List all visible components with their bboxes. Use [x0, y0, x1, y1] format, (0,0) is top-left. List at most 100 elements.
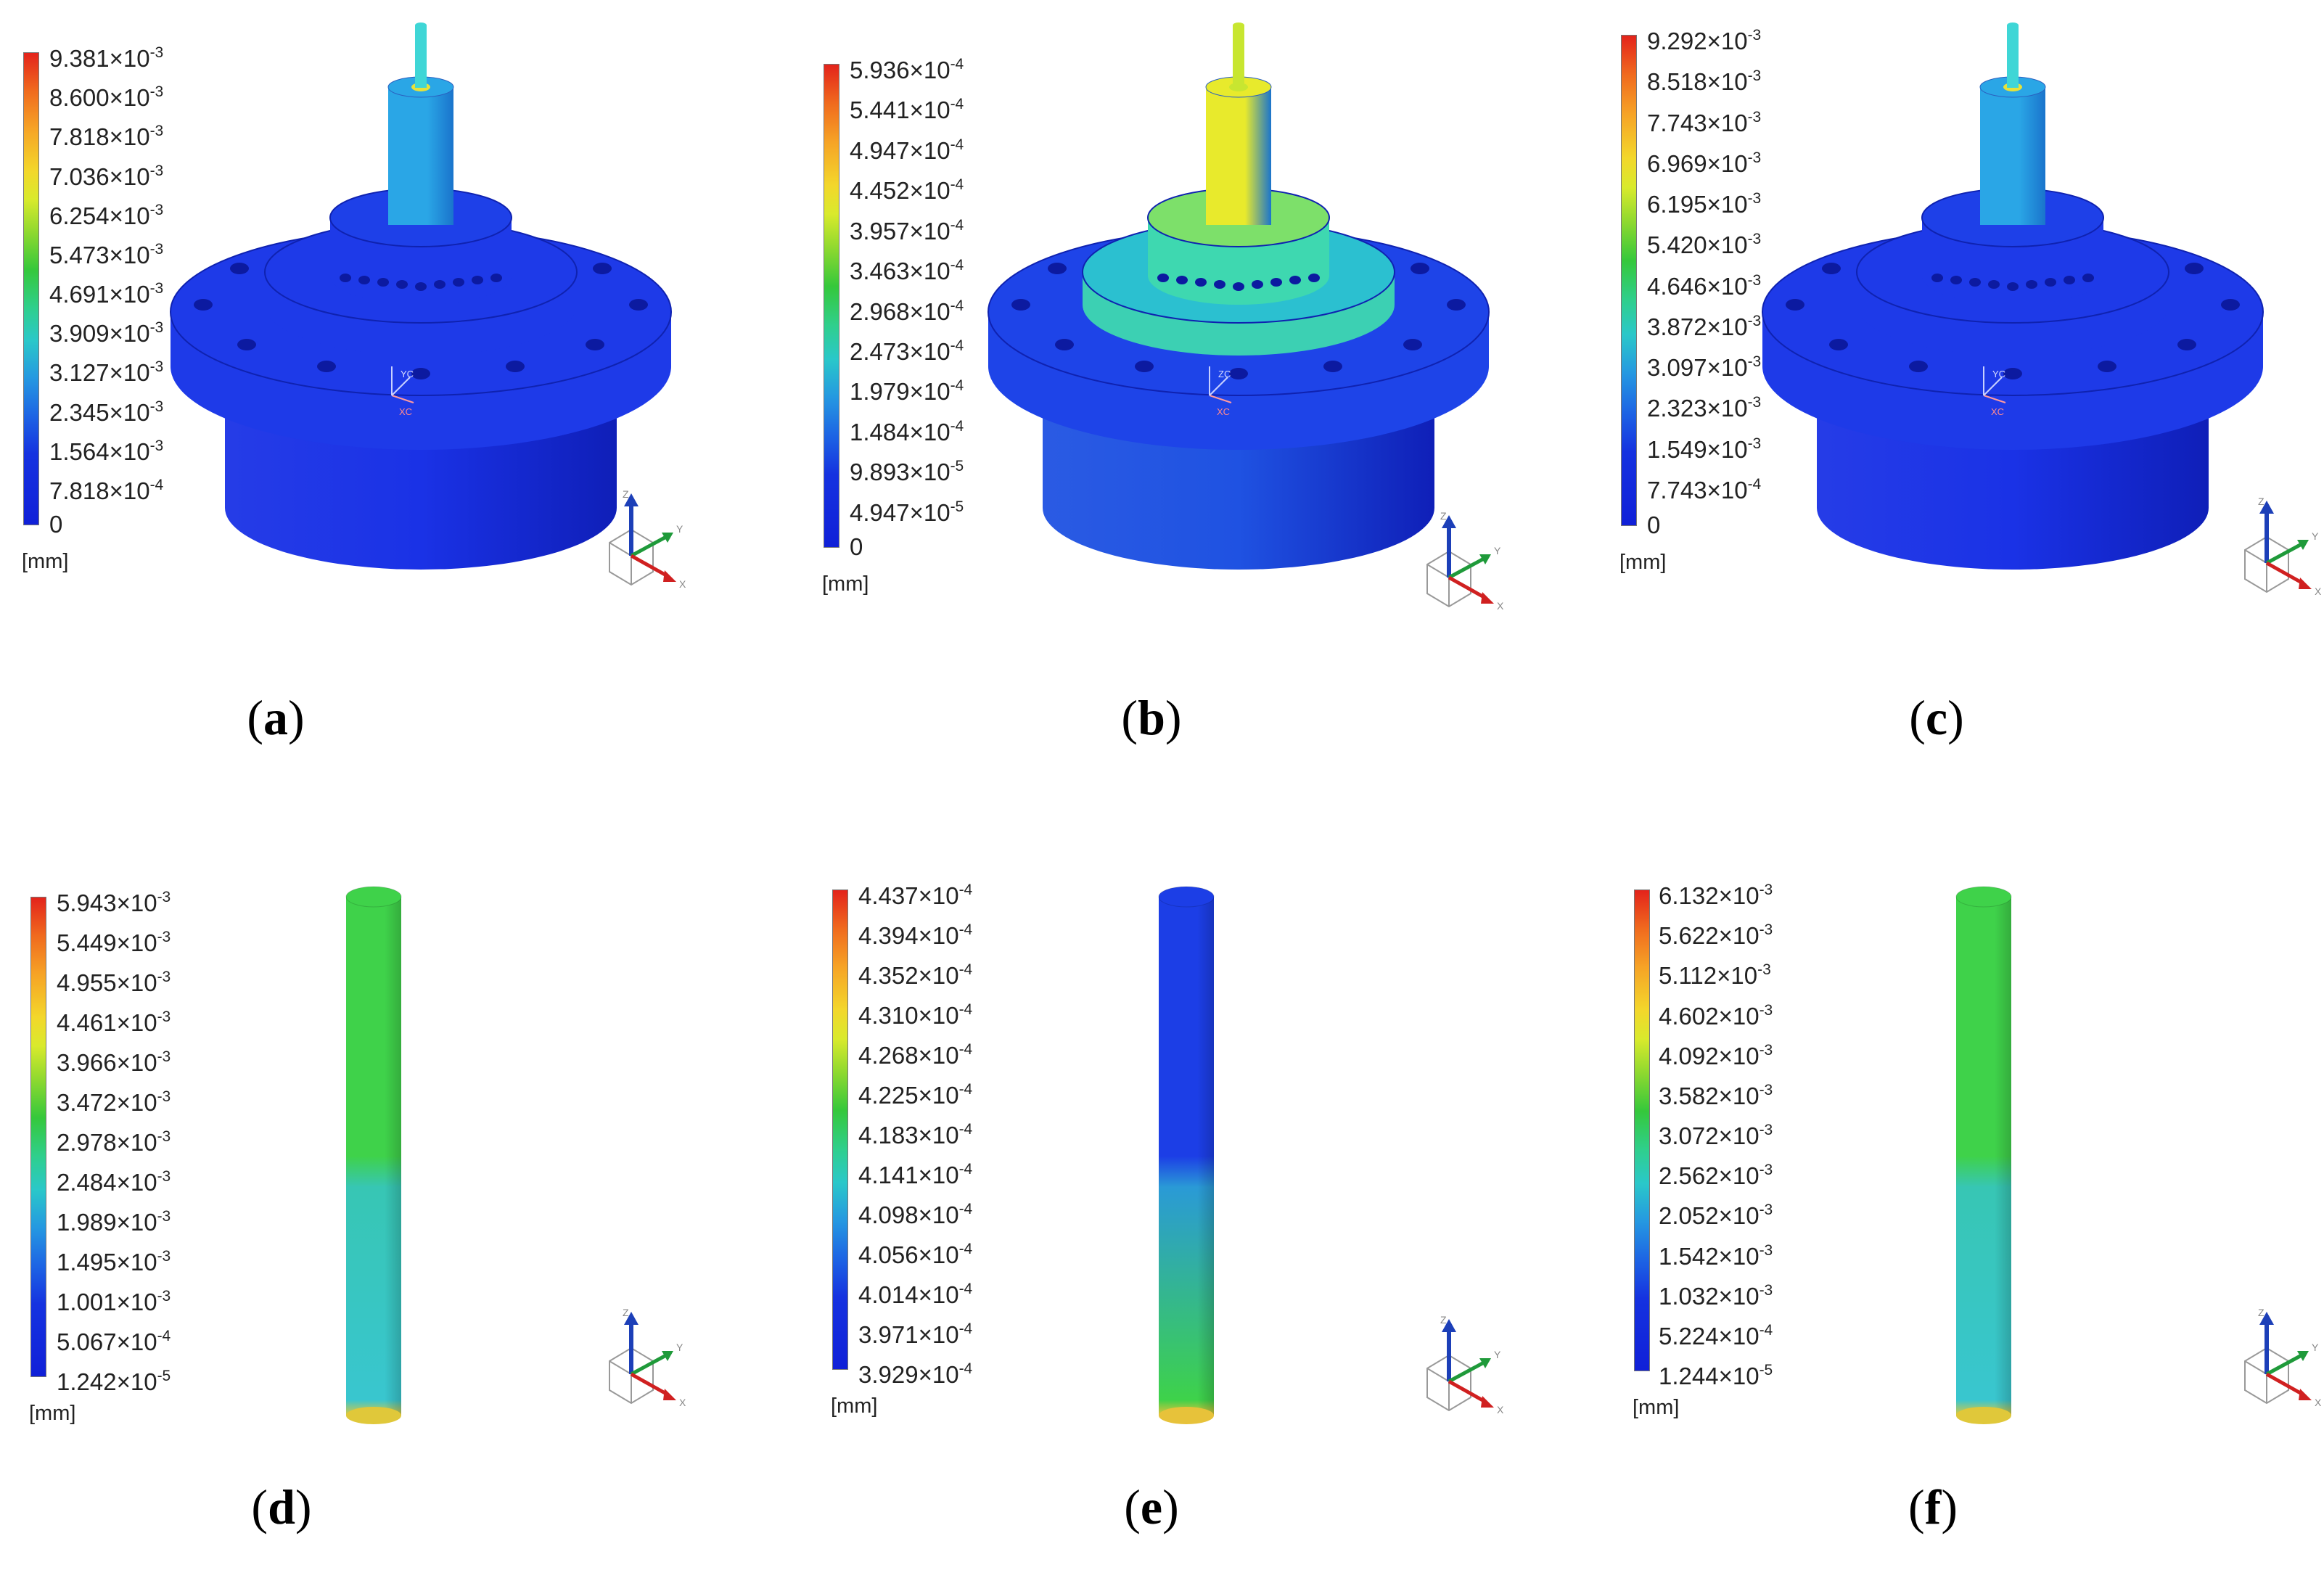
- triad-axis-label: Y: [1494, 1349, 1501, 1360]
- scale-tick-label: 5.449×10-3: [57, 929, 171, 956]
- scale-tick-label: 2.968×10-4: [850, 297, 964, 325]
- shaft: [1980, 87, 2045, 225]
- scale-tick-label: 4.183×10-4: [858, 1121, 973, 1149]
- scale-tick-label: 7.036×10-3: [49, 162, 164, 190]
- triad-axis-label: Z: [623, 488, 629, 500]
- scale-tick-label: 3.097×10-3: [1647, 353, 1762, 381]
- color-scale-bar: [832, 890, 848, 1370]
- shaft: [388, 87, 453, 225]
- triad-label: XC: [399, 406, 412, 417]
- scale-tick-label: 4.141×10-4: [858, 1161, 973, 1188]
- scale-tick-label: 1.484×10-4: [850, 417, 964, 445]
- color-scale-bar: [1634, 890, 1650, 1371]
- triad-axis-label: X: [2315, 586, 2322, 597]
- scale-tick-label: 4.955×10-3: [57, 969, 171, 996]
- scale-tick-label: 5.441×10-4: [850, 96, 964, 124]
- scale-tick-label: 6.254×10-3: [49, 201, 164, 229]
- model-render: YC XC Z Y X: [170, 22, 686, 590]
- bolt-hole: [1229, 368, 1248, 379]
- scale-tick-label: 4.691×10-3: [49, 280, 164, 308]
- scale-tick-label: 1.979×10-4: [850, 377, 964, 406]
- scale-tick-label: 9.381×10-3: [49, 44, 164, 72]
- scale-tick-label: 3.957×10-4: [850, 216, 964, 245]
- scale-tick-label: 3.909×10-3: [49, 319, 164, 348]
- pin: [2007, 25, 2019, 88]
- unit-label: [mm]: [22, 550, 69, 573]
- model-render: Z Y X: [1955, 886, 2322, 1424]
- triad-label: XC: [1991, 406, 2004, 417]
- panel-a: YC XC Z Y X 9.381×10-3 8.600×10-3 7.818×10-3 7.0…: [0, 0, 774, 797]
- scale-tick-label: 3.463×10-4: [850, 257, 964, 285]
- scale-tick-label: 1.542×10-3: [1659, 1241, 1773, 1270]
- scale-tick-label: 3.127×10-3: [49, 358, 164, 387]
- center-triad-icon: YC XC: [391, 366, 414, 417]
- bolt-hole: [317, 361, 336, 372]
- triad-axis-label: Y: [2312, 530, 2319, 542]
- axis-triad-icon: Z Y X: [2244, 1307, 2322, 1408]
- bolt-hole: [194, 299, 213, 311]
- axis-triad-icon: Z Y X: [1426, 510, 1504, 612]
- bolt-hole: [1786, 299, 1804, 311]
- unit-label: [mm]: [822, 572, 869, 596]
- scale-tick-label: 8.600×10-3: [49, 83, 164, 112]
- rod-top-face: [1158, 886, 1215, 908]
- scale-tick-label: 2.562×10-3: [1659, 1162, 1773, 1190]
- bolt-hole: [1411, 263, 1429, 274]
- bolt-hole: [2185, 263, 2204, 274]
- scale-tick-label: 1.242×10-5: [57, 1368, 171, 1395]
- triad-axis-label: X: [1497, 1404, 1504, 1416]
- panel-caption: (a): [247, 690, 305, 745]
- axis-triad-icon: Z Y X: [1426, 1314, 1504, 1416]
- bolt-hole: [1135, 361, 1154, 372]
- bolt-hole: [1447, 299, 1466, 311]
- scale-tick-label: 4.461×10-3: [57, 1008, 171, 1036]
- scale-tick-label: 7.743×10-3: [1647, 108, 1762, 136]
- scale-tick-label: 4.098×10-4: [858, 1201, 973, 1228]
- scale-tick-label: 1.495×10-3: [57, 1248, 171, 1275]
- bolt-hole: [230, 263, 249, 274]
- panel-f: Z Y X 6.132×10-3 5.622×10-3 5.112×10-3 4.602×1…: [1548, 797, 2323, 1593]
- scale-tick-label: 4.602×10-3: [1659, 1001, 1773, 1030]
- axis-triad-icon: Z Y X: [609, 488, 686, 590]
- scale-tick-label: 4.225×10-4: [858, 1081, 973, 1109]
- triad-axis-label: Y: [1494, 545, 1501, 556]
- scale-tick-label: 4.646×10-3: [1647, 271, 1762, 300]
- rod-bottom-face: [1159, 1407, 1214, 1424]
- scale-tick-label: 7.743×10-4: [1647, 475, 1762, 504]
- scale-tick-label: 5.067×10-4: [57, 1328, 171, 1355]
- panel-caption: (c): [1909, 690, 1964, 745]
- scale-tick-label: 9.292×10-3: [1647, 27, 1762, 54]
- panel-d: Z Y X 5.943×10-3 5.449×10-3 4.955×10-3 4.461×1…: [0, 797, 774, 1593]
- bolt-hole: [411, 368, 430, 379]
- scale-tick-label: 9.893×10-5: [850, 458, 964, 486]
- scale-tick-label: 4.437×10-4: [858, 882, 973, 909]
- triad-axis-label: X: [679, 578, 686, 590]
- scale-tick-label: 2.323×10-3: [1647, 394, 1762, 422]
- scale-tick-label: 0: [1647, 512, 1661, 538]
- scale-tick-label: 5.224×10-4: [1659, 1321, 1773, 1349]
- scale-tick-label: 4.092×10-3: [1659, 1041, 1773, 1069]
- bolt-hole: [1048, 263, 1067, 274]
- scale-tick-label: 2.484×10-3: [57, 1168, 171, 1196]
- bolt-hole: [1829, 339, 1848, 350]
- bolt-hole: [1323, 361, 1342, 372]
- scale-tick-label: 5.622×10-3: [1659, 921, 1773, 950]
- rod-model: [345, 886, 402, 1424]
- scale-tick-label: 6.132×10-3: [1659, 882, 1773, 909]
- scale-tick-label: 4.056×10-4: [858, 1241, 973, 1268]
- triad-axis-label: Z: [2258, 1307, 2265, 1318]
- pin: [415, 25, 427, 88]
- scale-tick-label: 4.310×10-4: [858, 1001, 973, 1029]
- scale-tick-label: 1.564×10-3: [49, 437, 164, 465]
- triad-axis-label: X: [2315, 1397, 2322, 1408]
- scale-tick-label: 5.420×10-3: [1647, 231, 1762, 259]
- unit-label: [mm]: [1633, 1396, 1680, 1419]
- bolt-hole: [506, 361, 525, 372]
- bolt-hole: [1403, 339, 1422, 350]
- scale-tick-label: 3.072×10-3: [1659, 1122, 1773, 1149]
- scale-tick-label: 7.818×10-3: [49, 123, 164, 151]
- color-scale-bar: [824, 64, 839, 548]
- rod-top-face: [345, 886, 402, 908]
- scale-tick-label: 2.978×10-3: [57, 1128, 171, 1156]
- scale-tick-label: 4.394×10-4: [858, 921, 973, 949]
